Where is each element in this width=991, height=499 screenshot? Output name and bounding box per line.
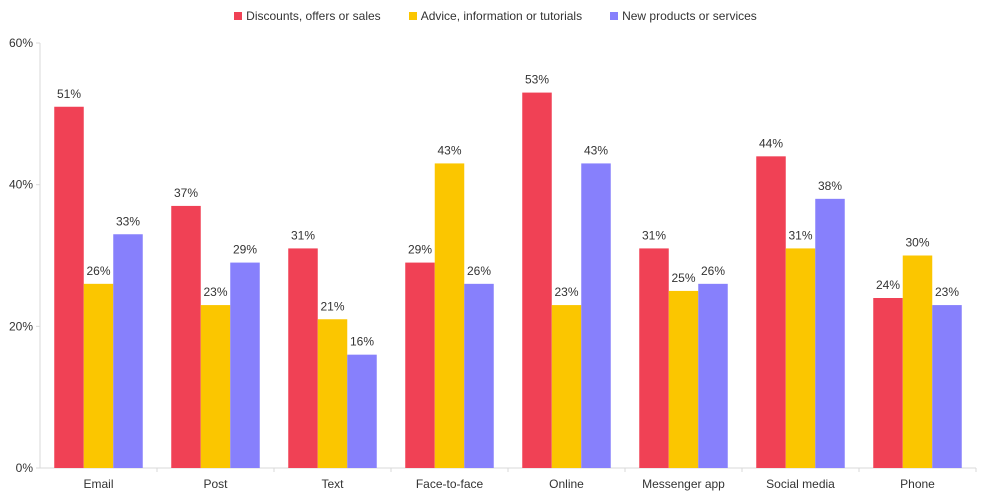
bar-social-media-series-2	[785, 248, 816, 468]
bar-online-series-1	[522, 92, 552, 468]
data-label: 29%	[233, 243, 257, 257]
legend-item-advice: Advice, information or tutorials	[408, 9, 583, 23]
bar-face-to-face-series-1	[405, 262, 435, 468]
bar-face-to-face-series-3	[464, 283, 494, 468]
bar-text-series-3	[347, 354, 377, 468]
x-tick-label: Social media	[766, 477, 835, 491]
x-tick-label: Text	[321, 477, 344, 491]
y-tick-label: 20%	[9, 319, 33, 333]
bar-phone-series-3	[932, 305, 962, 468]
legend-swatch-new-products	[610, 12, 619, 20]
data-label: 23%	[935, 285, 959, 299]
data-label: 26%	[701, 264, 725, 278]
bar-messenger-app-series-2	[668, 290, 699, 468]
bar-post-series-2	[200, 305, 231, 468]
bar-post-series-1	[171, 205, 201, 468]
bar-email-series-3	[113, 234, 143, 468]
y-tick-label: 40%	[9, 178, 33, 192]
bar-online-series-3	[581, 163, 611, 468]
legend-swatch-advice	[408, 12, 417, 20]
bar-phone-series-2	[902, 255, 933, 468]
data-label: 23%	[554, 285, 578, 299]
bar-social-media-series-3	[815, 198, 845, 469]
x-tick-label: Online	[549, 477, 584, 491]
bar-email-series-1	[54, 106, 84, 468]
data-label: 24%	[876, 278, 900, 292]
bar-face-to-face-series-2	[434, 163, 465, 468]
bar-messenger-app-series-1	[639, 248, 669, 468]
bar-email-series-2	[83, 283, 114, 468]
bar-phone-series-1	[873, 298, 903, 468]
bar-post-series-3	[230, 262, 260, 468]
data-label: 51%	[57, 87, 81, 101]
data-label: 33%	[116, 214, 140, 228]
legend-label-discounts: Discounts, offers or sales	[246, 9, 381, 23]
legend-label-new-products: New products or services	[622, 9, 757, 23]
data-label: 31%	[788, 228, 812, 242]
y-tick-label: 60%	[9, 36, 33, 50]
x-tick-label: Face-to-face	[416, 477, 484, 491]
data-label: 38%	[818, 179, 842, 193]
legend: Discounts, offers or sales Advice, infor…	[0, 9, 991, 23]
x-tick-label: Post	[203, 477, 228, 491]
bar-online-series-2	[551, 305, 582, 468]
data-label: 44%	[759, 136, 783, 150]
legend-swatch-discounts	[234, 12, 243, 20]
x-tick-label: Phone	[900, 477, 935, 491]
data-label: 37%	[174, 186, 198, 200]
data-label: 21%	[320, 299, 344, 313]
legend-item-new-products: New products or services	[610, 9, 757, 23]
bar-text-series-2	[317, 319, 348, 468]
data-label: 23%	[203, 285, 227, 299]
legend-label-advice: Advice, information or tutorials	[420, 9, 583, 23]
data-label: 30%	[905, 236, 929, 250]
y-tick-label: 0%	[16, 461, 34, 475]
data-label: 43%	[437, 143, 461, 157]
data-label: 16%	[350, 335, 374, 349]
data-label: 53%	[525, 73, 549, 87]
bar-text-series-1	[288, 248, 318, 468]
data-label: 26%	[467, 264, 491, 278]
x-tick-label: Messenger app	[642, 477, 725, 491]
x-tick-label: Email	[83, 477, 113, 491]
legend-item-discounts: Discounts, offers or sales	[234, 9, 381, 23]
data-label: 29%	[408, 243, 432, 257]
data-label: 31%	[642, 228, 666, 242]
data-label: 26%	[86, 264, 110, 278]
bar-social-media-series-1	[756, 156, 786, 469]
data-label: 25%	[671, 271, 695, 285]
data-label: 31%	[291, 228, 315, 242]
bar-messenger-app-series-3	[698, 283, 728, 468]
data-label: 43%	[584, 143, 608, 157]
